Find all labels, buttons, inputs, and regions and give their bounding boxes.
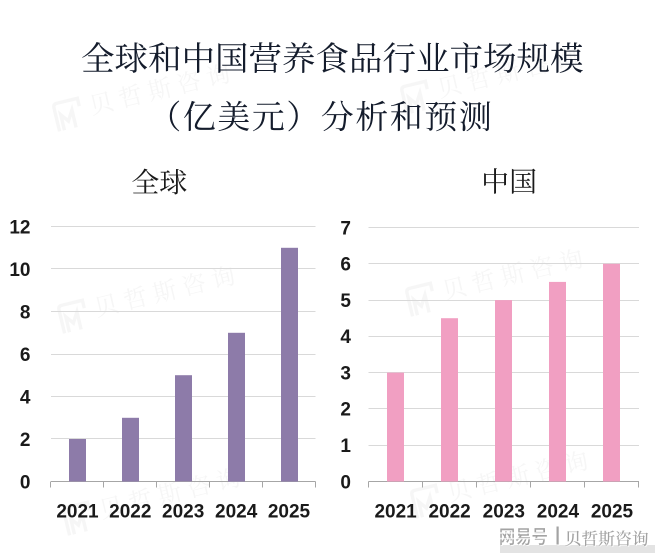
svg-text:2023: 2023	[483, 501, 525, 522]
svg-text:2024: 2024	[537, 501, 580, 522]
svg-text:3: 3	[340, 363, 351, 384]
svg-text:10: 10	[9, 260, 30, 281]
svg-text:6: 6	[340, 255, 351, 276]
svg-text:2021: 2021	[374, 501, 417, 522]
svg-text:2025: 2025	[591, 501, 634, 522]
svg-text:7: 7	[340, 218, 351, 239]
svg-text:4: 4	[20, 387, 31, 408]
svg-text:8: 8	[20, 302, 31, 323]
svg-text:2021: 2021	[56, 501, 99, 522]
svg-text:2024: 2024	[215, 501, 258, 522]
svg-text:2022: 2022	[428, 501, 470, 522]
svg-text:2: 2	[20, 430, 31, 451]
svg-text:0: 0	[340, 472, 351, 493]
svg-text:0: 0	[20, 472, 31, 493]
svg-text:2: 2	[340, 400, 351, 421]
svg-text:5: 5	[340, 291, 351, 312]
svg-text:2022: 2022	[109, 501, 151, 522]
svg-text:1: 1	[340, 436, 351, 457]
svg-text:2023: 2023	[162, 501, 204, 522]
svg-text:12: 12	[9, 217, 30, 238]
svg-text:6: 6	[20, 345, 31, 366]
svg-text:2025: 2025	[268, 501, 311, 522]
svg-text:4: 4	[340, 327, 351, 348]
